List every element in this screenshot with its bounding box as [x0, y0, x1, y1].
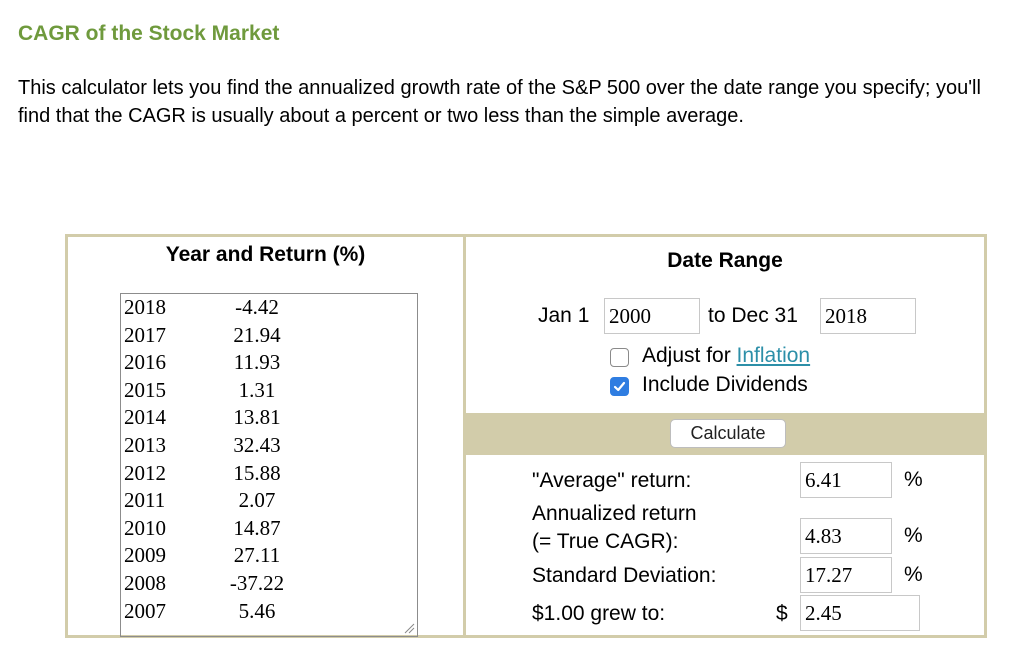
dividends-checkbox[interactable]: [610, 377, 629, 396]
year-return-row: 2013 32.43: [121, 432, 417, 460]
row-return: -37.22: [229, 570, 285, 595]
row-return: 32.43: [233, 432, 281, 457]
row-year: 2012: [124, 460, 166, 485]
percent-sign: %: [904, 468, 923, 491]
year-return-row: 2010 14.87: [121, 515, 417, 543]
calculate-band: Calculate: [466, 413, 984, 455]
row-return: 15.88: [233, 460, 281, 485]
year-return-rows: 2018 -4.42 2017 21.94 2016 11.93 2015 1.31 2014 1…: [121, 294, 417, 625]
year-return-row: 2007 5.46: [121, 598, 417, 626]
currency-sign: $: [776, 602, 788, 625]
resize-grip-icon[interactable]: [403, 622, 415, 634]
checkmark-icon: [613, 381, 626, 392]
year-return-row: 2014 13.81: [121, 404, 417, 432]
end-year-input[interactable]: [820, 298, 916, 334]
cagr-calculator: Year and Return (%) 2018 -4.42 2017 21.94 20…: [65, 234, 987, 638]
inflation-link[interactable]: Inflation: [736, 344, 811, 367]
row-return: 14.87: [233, 515, 281, 540]
average-return-output[interactable]: [800, 462, 892, 498]
row-return: -4.42: [235, 295, 279, 319]
std-deviation-output[interactable]: [800, 557, 892, 593]
year-return-header: Year and Return (%): [165, 243, 366, 266]
inflation-prefix: Adjust for: [642, 344, 737, 367]
start-date-label: Jan 1: [538, 304, 590, 327]
inflation-label: Adjust for Inflation: [642, 344, 810, 368]
row-year: 2011: [124, 488, 166, 513]
year-return-textarea[interactable]: 2018 -4.42 2017 21.94 2016 11.93 2015 1.31 2014 1…: [120, 293, 418, 637]
row-year: 2009: [124, 543, 166, 568]
grew-to-label: $1.00 grew to:: [532, 602, 666, 625]
std-deviation-label: Standard Deviation:: [532, 564, 717, 587]
row-year: 2008: [124, 570, 166, 595]
row-return: 27.11: [233, 543, 281, 568]
row-return: 11.93: [233, 350, 281, 375]
row-return: 5.46: [238, 598, 276, 623]
start-year-input[interactable]: [604, 298, 700, 334]
row-return: 21.94: [233, 322, 281, 347]
intro-text: This calculator lets you find the annual…: [18, 77, 981, 127]
percent-sign: %: [904, 524, 923, 547]
year-return-row: 2011 2.07: [121, 487, 417, 515]
row-return: 1.31: [238, 377, 276, 402]
percent-sign: %: [904, 563, 923, 586]
average-return-label: "Average" return:: [532, 469, 692, 492]
date-range-panel: Date Range Jan 1 to Dec 31 Adjust for In…: [466, 237, 984, 635]
year-return-row: 2009 27.11: [121, 542, 417, 570]
row-year: 2017: [124, 322, 166, 347]
row-year: 2015: [124, 377, 166, 402]
row-year: 2018: [124, 295, 166, 319]
inflation-checkbox[interactable]: [610, 348, 629, 367]
row-year: 2013: [124, 432, 166, 457]
year-return-row: 2016 11.93: [121, 349, 417, 377]
year-return-row: 2015 1.31: [121, 377, 417, 405]
row-year: 2007: [124, 598, 166, 623]
date-range-header: Date Range: [667, 249, 783, 272]
end-date-label: to Dec 31: [708, 304, 798, 327]
row-return: 2.07: [238, 488, 276, 513]
year-return-row: 2018 -4.42: [121, 294, 417, 322]
row-return: 13.81: [233, 405, 281, 430]
annualized-return-output[interactable]: [800, 518, 892, 554]
true-cagr-label: (= True CAGR):: [532, 530, 679, 553]
row-year: 2016: [124, 350, 166, 375]
page-title: CAGR of the Stock Market: [18, 22, 280, 45]
year-return-row: 2012 15.88: [121, 460, 417, 488]
year-return-panel: Year and Return (%) 2018 -4.42 2017 21.94 20…: [68, 237, 466, 637]
annualized-return-label: Annualized return: [532, 502, 697, 525]
year-return-row: 2017 21.94: [121, 322, 417, 350]
row-year: 2014: [124, 405, 166, 430]
calculate-button[interactable]: Calculate: [670, 419, 786, 448]
year-return-row: 2008 -37.22: [121, 570, 417, 598]
row-year: 2010: [124, 515, 166, 540]
dividends-label: Include Dividends: [642, 373, 808, 396]
grew-to-output[interactable]: [800, 595, 920, 631]
